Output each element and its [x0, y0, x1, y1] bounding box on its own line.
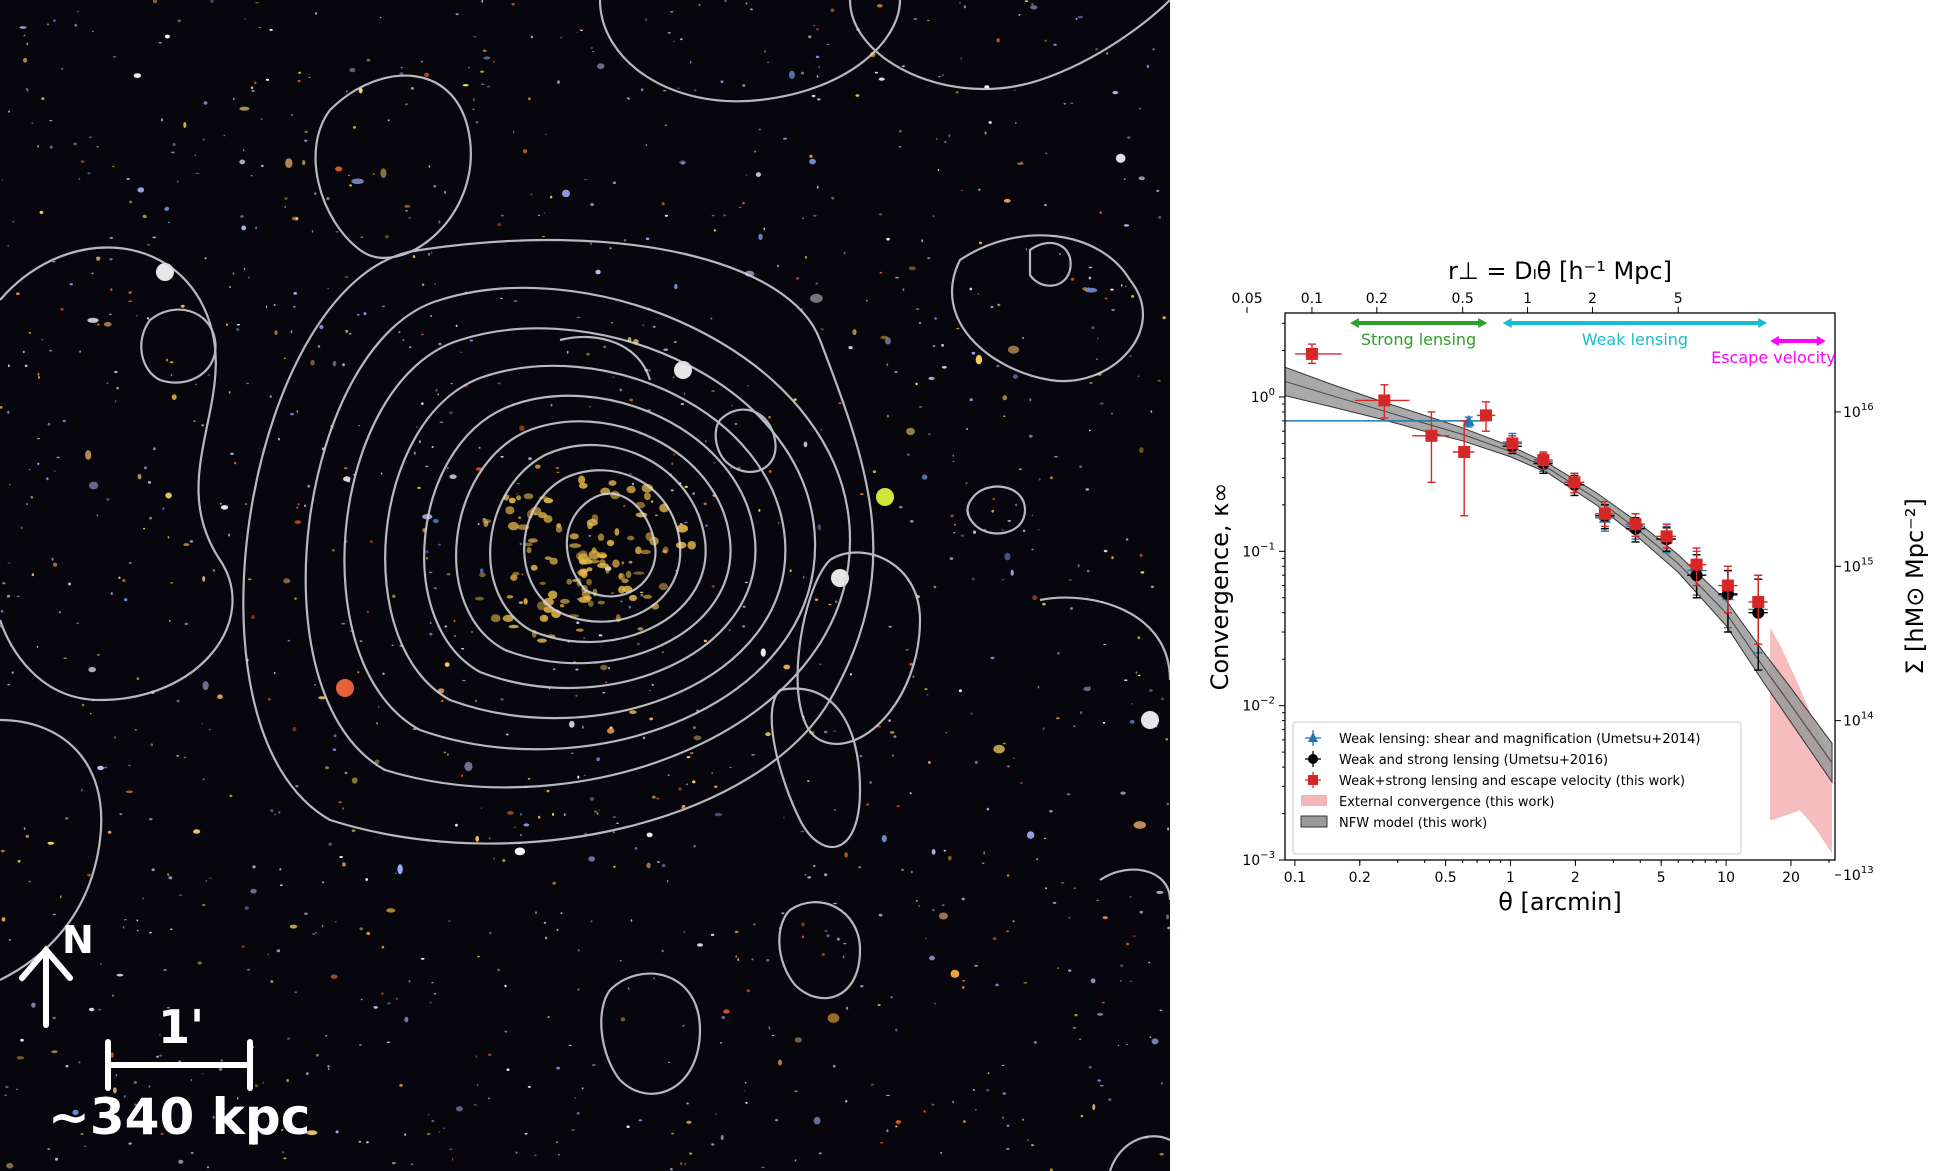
- right-tick-label-3: 1013: [1843, 865, 1874, 884]
- y-tick-label-2: 10−2: [1242, 696, 1275, 715]
- top-tick-label-7: 5: [1674, 291, 1683, 307]
- north-arrow-head: [19, 945, 73, 981]
- top-axis-label: r⊥ = Dₗθ [h⁻¹ Mpc]: [1448, 257, 1672, 285]
- y-axis-label: Convergence, κ∞: [1206, 483, 1234, 691]
- right-axis-label: Σ [hM⊙ Mpc⁻²]: [1901, 498, 1929, 675]
- range-arrowhead-right-1: [1758, 318, 1768, 328]
- range-arrowhead-left-2: [1770, 336, 1780, 346]
- y-tick-label-3: 10−3: [1242, 850, 1275, 869]
- legend-entry-0: Weak lensing: shear and magnification (U…: [1305, 730, 1700, 747]
- marker-square: [1598, 507, 1611, 520]
- range-arrowhead-right-2: [1816, 336, 1826, 346]
- legend-swatch: [1301, 795, 1327, 806]
- x-axis-label: θ [arcmin]: [1498, 888, 1622, 916]
- legend: Weak lensing: shear and magnification (U…: [1292, 721, 1742, 855]
- marker-square: [1568, 476, 1581, 489]
- x-tick-label-3: 1: [1506, 870, 1515, 886]
- data-point-s0-0: [1285, 414, 1484, 428]
- marker-square: [1458, 446, 1471, 459]
- range-arrowhead-left-0: [1349, 318, 1359, 328]
- marker-square: [1480, 409, 1493, 422]
- marker-square: [1305, 347, 1318, 360]
- data-point-s2-8: [1595, 500, 1615, 528]
- points-layer: [1285, 343, 1768, 671]
- marker-square: [1690, 558, 1703, 571]
- x-tick-label-6: 10: [1717, 870, 1735, 886]
- marker-square: [1660, 530, 1673, 543]
- data-point-s2-7: [1564, 472, 1585, 494]
- legend-label: Weak and strong lensing (Umetsu+2016): [1339, 753, 1608, 768]
- data-point-s2-2: [1412, 411, 1450, 483]
- y-tick-label-0: 100: [1251, 387, 1275, 406]
- compass-and-scalebar: [19, 945, 253, 1091]
- scale-arcmin-label: 1': [158, 1000, 205, 1054]
- legend-swatch: [1300, 815, 1328, 828]
- range-label-1: Weak lensing: [1582, 330, 1688, 349]
- legend-entry-3: External convergence (this work): [1301, 795, 1554, 810]
- data-point-s2-4: [1477, 401, 1496, 432]
- marker-triangle: [1462, 414, 1475, 426]
- right-tick-label-2: 1014: [1843, 711, 1874, 730]
- legend-label: Weak lensing: shear and magnification (U…: [1339, 732, 1700, 747]
- legend-marker: [1308, 754, 1318, 764]
- data-point-s2-9: [1625, 513, 1645, 538]
- x-tick-label-5: 5: [1657, 870, 1666, 886]
- legend-label: External convergence (this work): [1339, 795, 1554, 810]
- data-point-s2-10: [1656, 523, 1676, 549]
- y-tick-label-1: 10−1: [1242, 541, 1275, 560]
- x-tick-label-1: 0.2: [1349, 870, 1371, 886]
- axis-labels-layer: θ [arcmin] r⊥ = Dₗθ [h⁻¹ Mpc] Convergence,…: [1206, 257, 1929, 916]
- legend-marker: [1308, 732, 1318, 742]
- marker-square: [1425, 429, 1438, 442]
- right-tick-label-0: 1016: [1843, 402, 1874, 421]
- marker-square: [1537, 454, 1550, 467]
- cluster-sky-image: N 1' ~340 kpc: [0, 0, 1170, 1171]
- data-point-s2-5: [1502, 435, 1522, 453]
- data-point-s2-12: [1718, 565, 1738, 614]
- right-tick-label-1: 1015: [1843, 556, 1874, 575]
- range-arrowhead-right-0: [1478, 318, 1488, 328]
- marker-square: [1506, 437, 1519, 450]
- legend-marker: [1308, 775, 1318, 785]
- range-label-0: Strong lensing: [1361, 330, 1476, 349]
- data-point-s2-0: [1294, 343, 1342, 365]
- marker-square: [1752, 595, 1765, 608]
- x-tick-label-0: 0.1: [1284, 870, 1306, 886]
- data-point-s2-11: [1687, 547, 1707, 587]
- band-1: [1285, 366, 1833, 784]
- axes-layer: 0.10.20.5125102010010−110−210−30.020.050…: [1146, 291, 1874, 886]
- x-tick-label-7: 20: [1782, 870, 1800, 886]
- convergence-profile-chart: 0.10.20.5125102010010−110−210−30.020.050…: [1146, 255, 1950, 920]
- x-tick-label-4: 2: [1571, 870, 1580, 886]
- top-tick-label-6: 2: [1588, 291, 1597, 307]
- chart-svg: 0.10.20.5125102010010−110−210−30.020.050…: [1146, 257, 1929, 916]
- plot-frame: [1284, 312, 1836, 861]
- nfw-median-line: [1285, 380, 1833, 763]
- marker-square: [1629, 518, 1642, 531]
- range-arrowhead-left-1: [1502, 318, 1512, 328]
- north-label: N: [62, 918, 94, 962]
- top-tick-label-1: 0.05: [1231, 291, 1262, 307]
- data-point-s2-3: [1452, 420, 1475, 517]
- legend-entry-1: Weak and strong lensing (Umetsu+2016): [1305, 751, 1608, 768]
- legend-entry-4: NFW model (this work): [1300, 815, 1487, 831]
- marker-square: [1378, 394, 1391, 407]
- top-tick-label-5: 1: [1523, 291, 1532, 307]
- top-tick-label-2: 0.1: [1301, 291, 1323, 307]
- ranges-layer: Strong lensing Weak lensing Escape velocit…: [1349, 318, 1836, 367]
- legend-label: NFW model (this work): [1339, 816, 1487, 831]
- data-point-s2-1: [1354, 384, 1410, 419]
- data-point-s2-6: [1533, 451, 1553, 470]
- marker-square: [1721, 579, 1734, 592]
- legend-label: Weak+strong lensing and escape velocity …: [1339, 774, 1685, 789]
- top-tick-label-3: 0.2: [1366, 291, 1388, 307]
- legend-entry-2: Weak+strong lensing and escape velocity …: [1305, 772, 1685, 789]
- scale-kpc-label: ~340 kpc: [48, 1088, 311, 1146]
- x-tick-label-2: 0.5: [1434, 870, 1456, 886]
- data-point-s2-13: [1748, 574, 1768, 645]
- top-tick-label-4: 0.5: [1452, 291, 1474, 307]
- range-label-2: Escape velocity: [1711, 348, 1836, 367]
- legend-box: [1292, 721, 1742, 855]
